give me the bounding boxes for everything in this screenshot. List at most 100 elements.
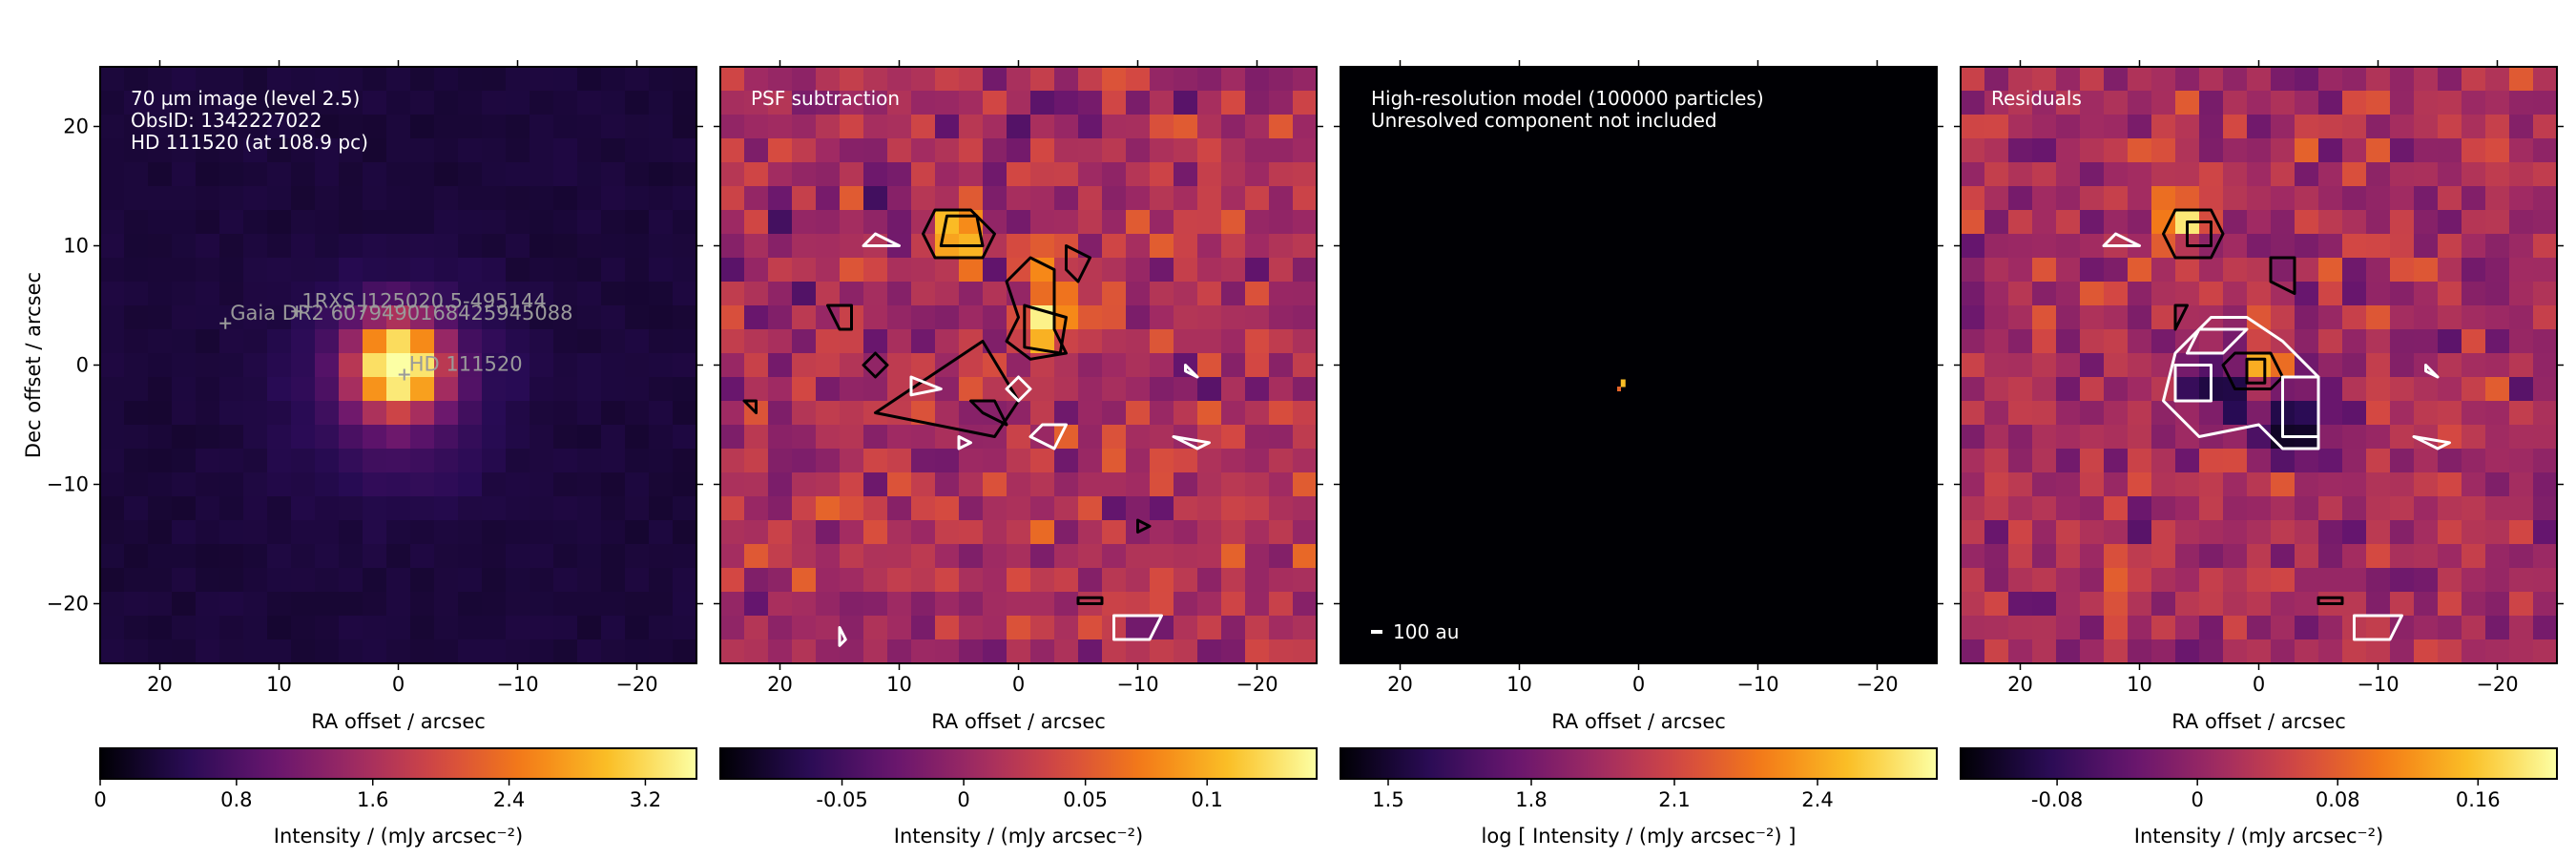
pixel (2104, 138, 2129, 163)
pixel (530, 592, 554, 617)
pixel (2295, 115, 2319, 139)
pixel (2462, 496, 2486, 521)
pixel (1245, 138, 1270, 163)
pixel (1126, 115, 1151, 139)
pixel (673, 115, 696, 139)
pixel (840, 449, 864, 473)
pixel (1078, 639, 1103, 663)
pixel (124, 162, 149, 187)
pixel (458, 568, 483, 593)
pixel (2414, 449, 2439, 473)
pixel (816, 67, 841, 92)
pixel (172, 162, 197, 187)
pixel (148, 329, 173, 354)
pixel (506, 377, 530, 402)
pixel (1197, 305, 1222, 330)
pixel (816, 568, 841, 593)
pixel (720, 210, 745, 235)
pixel (2342, 401, 2367, 426)
pixel (363, 592, 387, 617)
pixel (196, 401, 220, 426)
contour-negative (1005, 375, 1032, 403)
pixel (2390, 639, 2415, 663)
pixel (196, 162, 220, 187)
contour-negative (1172, 435, 1211, 450)
pixel (601, 91, 626, 115)
pixel (315, 67, 340, 92)
pixel (863, 91, 888, 115)
pixel (1078, 115, 1103, 139)
pixel (2485, 282, 2510, 306)
pixel (2295, 305, 2319, 330)
pixel (983, 115, 1008, 139)
pixel (1174, 377, 1198, 402)
pixel (100, 568, 125, 593)
pixel (887, 162, 912, 187)
pixel (2438, 210, 2462, 235)
pixel (148, 91, 173, 115)
pixel (744, 472, 769, 497)
pixel (2271, 496, 2296, 521)
pixel (196, 616, 220, 640)
pixel (291, 616, 316, 640)
source-label: Gaia DR2 6079490168425945088 (230, 302, 572, 325)
pixel (1221, 449, 1246, 473)
pixel (2366, 377, 2391, 402)
pixel (2223, 210, 2248, 235)
colorbar (1960, 747, 2558, 780)
pixel (2485, 425, 2510, 450)
pixel (2509, 329, 2534, 354)
pixel (983, 186, 1008, 211)
pixel (386, 425, 411, 450)
pixel (1007, 520, 1031, 545)
pixel (2080, 353, 2105, 378)
pixel (2056, 544, 2081, 569)
pixel (649, 305, 674, 330)
x-tick-label: −10 (2357, 673, 2399, 696)
pixel (267, 282, 292, 306)
pixel (1221, 616, 1246, 640)
pixel (935, 472, 960, 497)
pixel (1984, 282, 2009, 306)
pixel (983, 639, 1008, 663)
pixel (458, 186, 483, 211)
pixel (2390, 353, 2415, 378)
pixel (2438, 67, 2462, 92)
pixel (2485, 544, 2510, 569)
pixel (816, 234, 841, 259)
pixel (410, 258, 435, 283)
pixel (339, 282, 364, 306)
pixel (792, 520, 817, 545)
pixel (386, 186, 411, 211)
pixel (2104, 544, 2129, 569)
pixel (196, 449, 220, 473)
pixel (649, 401, 674, 426)
contour-positive (1023, 304, 1068, 355)
pixel (1150, 353, 1174, 378)
pixel (2223, 472, 2248, 497)
pixel (2342, 353, 2367, 378)
pixel (1150, 520, 1174, 545)
pixel (768, 305, 793, 330)
pixel (2390, 67, 2415, 92)
pixel (363, 234, 387, 259)
pixel (2175, 162, 2200, 187)
pixel (863, 67, 888, 92)
pixel (577, 67, 602, 92)
pixel (458, 401, 483, 426)
pixel (816, 91, 841, 115)
pixel (2462, 115, 2486, 139)
pixel (2485, 520, 2510, 545)
pixel (2390, 282, 2415, 306)
panel-model: High-resolution model (100000 particles)… (1334, 60, 1943, 848)
contour-positive (1136, 518, 1152, 534)
pixel (2008, 258, 2033, 283)
contour-positive (2221, 351, 2284, 390)
pixel (2366, 305, 2391, 330)
pixel (577, 449, 602, 473)
pixel (1126, 496, 1151, 521)
pixel (2128, 329, 2152, 354)
pixel (530, 258, 554, 283)
pixel (673, 234, 696, 259)
pixel (2295, 401, 2319, 426)
